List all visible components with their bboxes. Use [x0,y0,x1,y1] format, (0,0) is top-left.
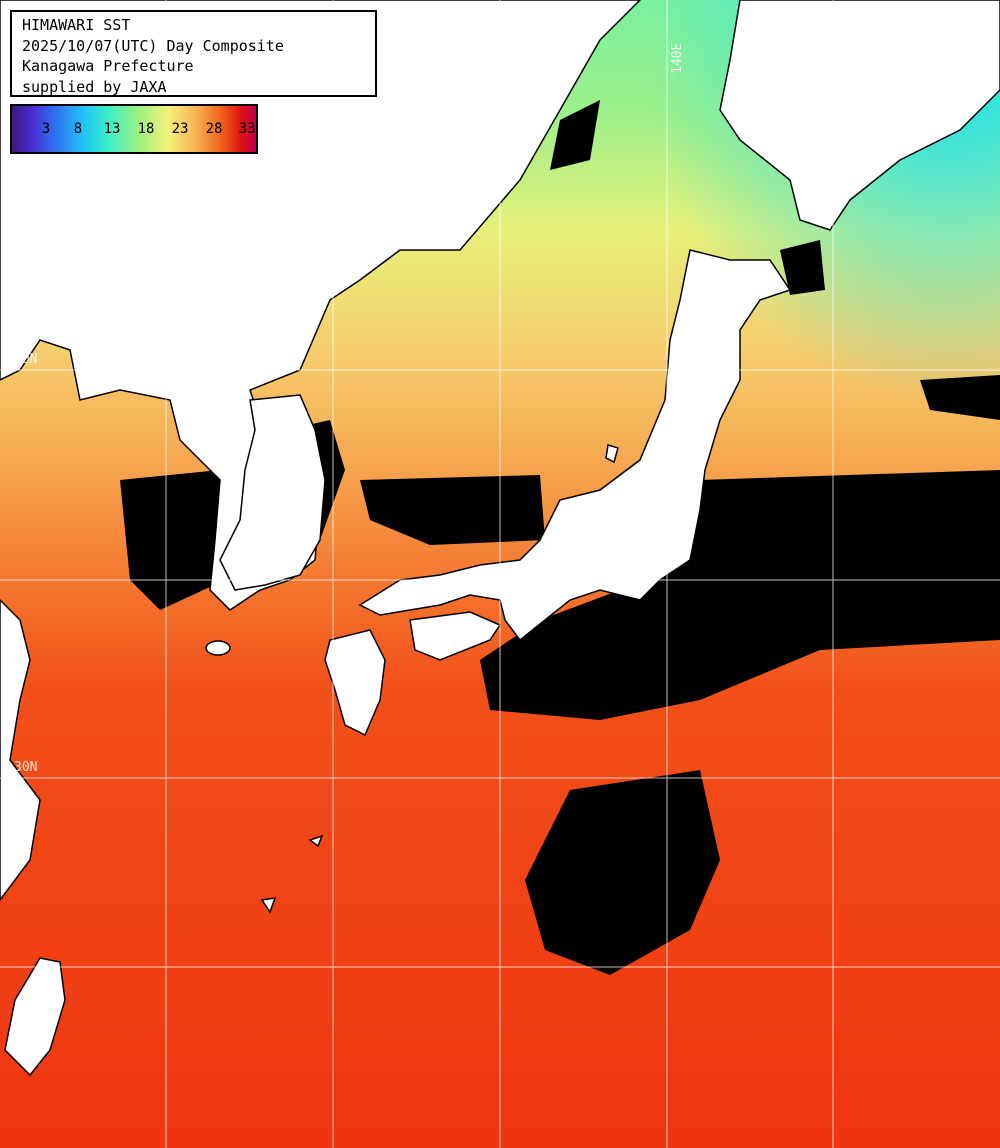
region-name: Kanagawa Prefecture [22,57,194,75]
legend-tick: 13 [103,121,121,137]
cloud-mask [120,100,1000,975]
temperature-color-scale: 3 8 13 18 23 28 33 [10,104,258,154]
legend-tick: 3 [41,121,51,137]
legend-tick: 8 [73,121,83,137]
map-title-box: HIMAWARI SST 2025/10/07(UTC) Day Composi… [10,10,377,97]
legend-tick: 33 [238,121,256,137]
data-credit: supplied by JAXA [22,77,167,96]
lon-140-label: 140E [670,42,685,74]
composite-date: 2025/10/07(UTC) Day Composite [22,36,284,55]
lat-40-label: 40N [14,352,38,367]
legend-tick: 23 [171,121,189,137]
lat-30-label: 30N [14,760,38,775]
legend-tick: 28 [205,121,223,137]
legend-tick: 18 [137,121,155,137]
product-name: HIMAWARI SST [22,16,131,34]
